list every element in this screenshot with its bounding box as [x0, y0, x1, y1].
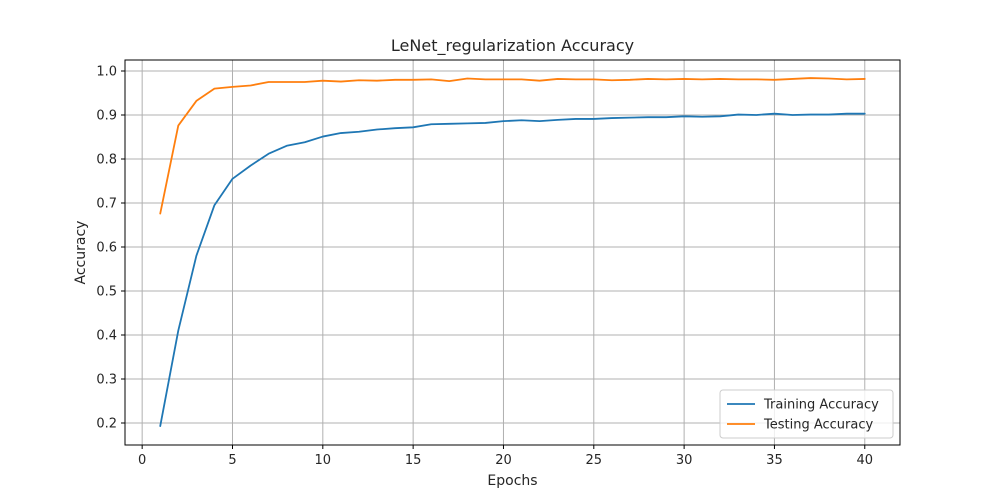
x-tick-label: 40	[856, 453, 873, 468]
x-tick-label: 35	[766, 453, 783, 468]
y-tick-label: 0.8	[96, 153, 117, 168]
x-axis-label: Epochs	[487, 473, 537, 489]
tick-layer: 0 5 10 15 20 25 30 35 40 0.2 0.3 0.4 0.5 0.6 0.7 0.8 0.9…	[96, 65, 873, 469]
testing-accuracy-line	[159, 77, 866, 215]
legend-label-training: Training Accuracy	[763, 398, 879, 413]
legend-box	[719, 389, 894, 439]
chart-title: LeNet_regularization Accuracy	[391, 36, 634, 56]
x-tick-label: 0	[138, 453, 146, 468]
y-tick-label: 0.4	[96, 329, 117, 344]
x-tick-label: 15	[405, 453, 422, 468]
x-tick-label: 10	[315, 453, 332, 468]
y-tick-label: 0.7	[96, 197, 117, 212]
y-axis-label: Accuracy	[73, 221, 89, 285]
x-tick-label: 30	[676, 453, 693, 468]
y-tick-label: 0.6	[96, 241, 117, 256]
y-tick-label: 1.0	[96, 65, 117, 80]
x-tick-label: 20	[495, 453, 512, 468]
y-tick-label: 0.3	[96, 373, 117, 388]
legend-label-testing: Testing Accuracy	[763, 418, 873, 433]
series-layer	[159, 77, 866, 427]
x-tick-label: 25	[586, 453, 603, 468]
training-accuracy-line	[159, 112, 866, 427]
legend: Training Accuracy Testing Accuracy	[719, 389, 894, 439]
y-tick-label: 0.9	[96, 109, 117, 124]
y-tick-label: 0.5	[96, 285, 117, 300]
y-tick-label: 0.2	[96, 417, 117, 432]
plot-frame	[124, 59, 901, 446]
x-tick-label: 5	[228, 453, 236, 468]
